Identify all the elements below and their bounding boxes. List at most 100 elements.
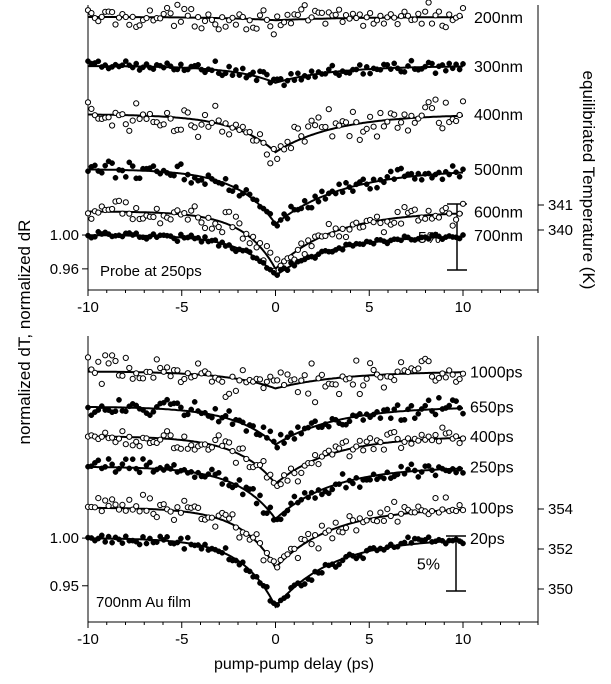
data-point xyxy=(342,524,350,532)
data-point xyxy=(256,240,264,247)
data-point xyxy=(201,17,209,25)
data-point xyxy=(208,16,215,23)
data-point xyxy=(281,82,287,89)
data-point xyxy=(408,112,415,119)
data-point xyxy=(88,215,95,222)
data-point xyxy=(243,428,250,434)
data-point xyxy=(98,532,105,539)
data-point xyxy=(398,510,405,517)
data-point xyxy=(119,167,126,174)
x-tick-label: -10 xyxy=(77,631,99,648)
data-point xyxy=(360,555,367,562)
data-point xyxy=(105,360,112,367)
data-point xyxy=(453,469,459,476)
series-label: 700nm xyxy=(474,228,523,245)
data-point xyxy=(129,64,136,71)
data-point xyxy=(219,549,226,556)
data-point xyxy=(401,416,408,423)
data-point xyxy=(415,365,422,372)
data-point xyxy=(140,456,146,462)
data-point xyxy=(274,13,281,20)
data-point xyxy=(260,260,267,266)
data-point xyxy=(391,219,398,226)
data-point xyxy=(274,444,281,451)
data-point xyxy=(398,220,405,227)
data-point xyxy=(384,506,391,513)
data-point xyxy=(308,243,315,250)
data-point xyxy=(377,439,384,446)
data-point xyxy=(370,176,377,183)
data-point xyxy=(243,187,250,193)
data-point xyxy=(442,204,449,212)
data-point xyxy=(294,478,301,485)
data-point xyxy=(308,489,315,496)
data-point xyxy=(318,453,325,460)
data-point xyxy=(184,411,191,418)
data-point xyxy=(136,22,143,29)
left-y-tick-label: 0.95 xyxy=(50,578,79,595)
data-point xyxy=(429,60,435,67)
data-point xyxy=(150,213,157,221)
data-point xyxy=(143,15,150,22)
data-point xyxy=(215,117,222,124)
data-point xyxy=(198,25,205,32)
data-point xyxy=(195,234,201,241)
data-point xyxy=(171,172,177,179)
data-point xyxy=(322,70,329,77)
data-point xyxy=(398,463,404,470)
data-point xyxy=(150,374,157,381)
data-point xyxy=(425,170,432,177)
data-point xyxy=(401,438,408,445)
data-point xyxy=(119,372,126,379)
data-point xyxy=(394,368,401,375)
data-point xyxy=(456,465,463,472)
data-point xyxy=(246,240,253,247)
data-point xyxy=(139,111,147,118)
data-point xyxy=(456,111,463,119)
data-point xyxy=(167,63,174,70)
data-point xyxy=(260,424,267,431)
left-y-tick-label: 0.96 xyxy=(50,261,79,278)
data-point xyxy=(294,11,301,18)
data-point xyxy=(263,16,270,23)
data-point xyxy=(171,462,177,468)
data-point xyxy=(256,376,264,383)
data-point xyxy=(287,20,295,27)
data-point xyxy=(191,474,198,481)
data-point xyxy=(456,440,463,447)
data-point xyxy=(160,64,167,71)
data-point xyxy=(277,217,284,223)
data-point xyxy=(459,5,467,12)
data-point xyxy=(181,546,188,552)
data-point xyxy=(160,501,167,508)
data-point xyxy=(198,238,205,245)
series-label: 400nm xyxy=(474,107,523,124)
data-point xyxy=(188,442,195,449)
data-point xyxy=(116,536,122,543)
data-point xyxy=(428,20,436,27)
data-point xyxy=(339,189,346,196)
data-point xyxy=(184,171,191,178)
data-point xyxy=(98,169,105,176)
data-point xyxy=(229,511,236,518)
data-point xyxy=(315,545,322,552)
data-point xyxy=(164,109,171,117)
data-point xyxy=(212,21,219,28)
data-point xyxy=(353,443,360,450)
data-point xyxy=(109,496,116,503)
data-point xyxy=(209,67,215,74)
left-y-tick-label: 1.00 xyxy=(50,530,79,547)
data-point xyxy=(449,65,456,72)
data-point xyxy=(201,111,209,119)
data-point xyxy=(95,495,102,502)
data-point xyxy=(315,198,322,205)
data-point xyxy=(239,123,246,131)
data-point xyxy=(288,70,294,77)
data-point xyxy=(349,381,356,388)
data-point xyxy=(181,176,188,183)
data-point xyxy=(305,530,312,538)
data-point xyxy=(398,444,405,451)
data-point xyxy=(239,235,246,242)
data-point xyxy=(449,371,456,378)
